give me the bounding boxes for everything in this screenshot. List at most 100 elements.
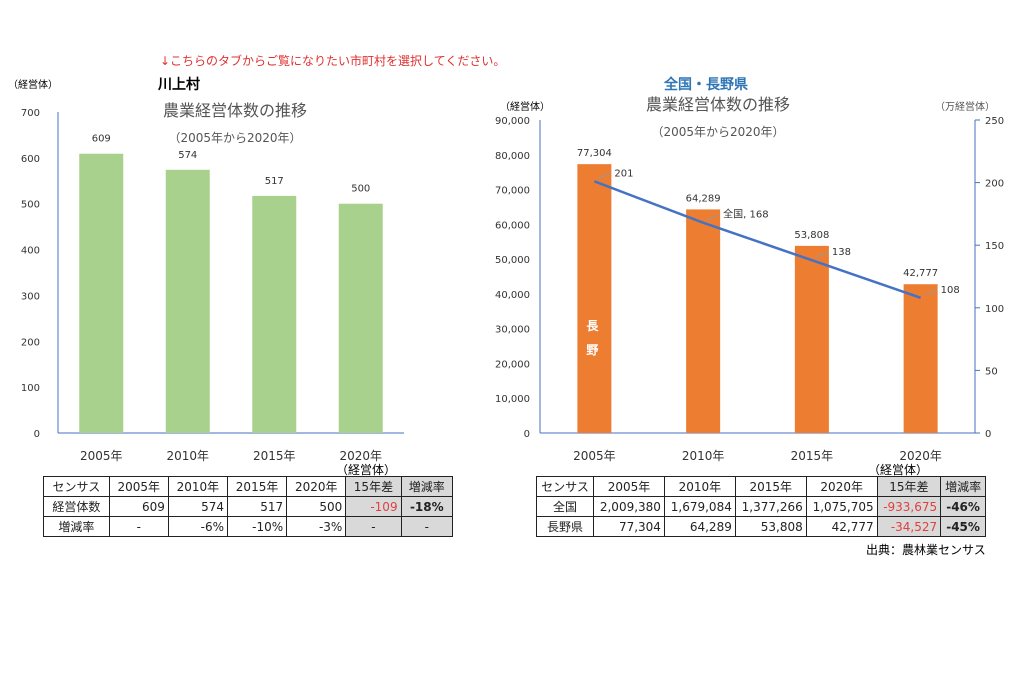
y-tick-label: 400	[21, 246, 40, 257]
y2-tick-label: 250	[985, 116, 1004, 127]
bar-data-label: 77,304	[577, 148, 612, 159]
chart-title: 農業経営体数の推移	[163, 101, 307, 120]
bar	[903, 284, 938, 433]
table-cell: 2020年	[805, 476, 878, 497]
y-tick-label: 100	[21, 383, 40, 394]
data-label: 609	[92, 134, 111, 145]
y-tick-label: 90,000	[495, 116, 530, 127]
leader-line	[598, 172, 611, 179]
right-table: センサス 2005年 2010年 2015年 2020年 15年差 増減率 全国 2,009,3…	[535, 476, 986, 537]
data-label: 574	[178, 150, 197, 161]
data-label: 517	[265, 176, 284, 187]
bar	[686, 209, 721, 433]
table-cell: 15年差	[876, 476, 942, 497]
left-table: センサス 2005年 2010年 2015年 2020年 15年差 増減率 経営体数 609 57…	[43, 476, 454, 537]
left-heading: 川上村	[158, 77, 200, 93]
table-cell: 2010年	[663, 476, 736, 497]
table-row: 長野県 77,304 64,289 53,808 42,777 -34,527 -45%	[535, 516, 986, 537]
table-cell: 574	[167, 496, 229, 517]
chart-subtitle: （2005年から2020年）	[168, 131, 301, 145]
y2-tick-label: 150	[985, 241, 1004, 252]
y2-tick-label: 200	[985, 179, 1004, 190]
y-tick-label: 40,000	[495, 290, 530, 301]
table-cell: -46%	[940, 496, 986, 517]
x-tick-label: 2005年	[573, 449, 616, 463]
table-cell: 1,075,705	[805, 496, 878, 517]
right-unit-left: （経営体）	[500, 102, 550, 113]
table-cell: センサス	[535, 476, 595, 497]
table-cell: 77,304	[593, 516, 665, 537]
series-label: 野	[586, 343, 598, 357]
table-row: 全国 2,009,380 1,679,084 1,377,266 1,075,705 -9…	[535, 496, 986, 517]
table-cell: -	[400, 516, 454, 537]
bar	[79, 153, 124, 434]
bar	[252, 195, 297, 433]
table-cell: 長野県	[535, 516, 595, 537]
right-heading: 全国・長野県	[664, 77, 748, 93]
bar	[577, 164, 612, 433]
table-cell: -	[108, 516, 169, 537]
bar	[794, 245, 829, 433]
table-cell: 609	[108, 496, 169, 517]
table-cell: 1,377,266	[734, 496, 807, 517]
table-row: 増減率 - -6% -10% -3% - -	[43, 516, 454, 537]
source-note: 出典：農林業センサス	[866, 543, 986, 557]
data-label: 500	[351, 184, 370, 195]
table-cell: -34,527	[876, 516, 942, 537]
table-cell: -933,675	[876, 496, 942, 517]
y-tick-label: 50,000	[495, 255, 530, 266]
right-unit-right: （万経営体）	[935, 102, 995, 113]
table-cell: -18%	[400, 496, 454, 517]
table-cell: 15年差	[345, 476, 402, 497]
y-tick-label: 500	[21, 200, 40, 211]
table-cell: 全国	[535, 496, 595, 517]
instruction-note: ↓こちらのタブからご覧になりたい市町村を選択してください。	[160, 54, 506, 68]
bar	[338, 203, 383, 433]
y-tick-label: 300	[21, 291, 40, 302]
x-tick-label: 2020年	[339, 449, 382, 463]
line-data-label: 全国, 168	[723, 208, 768, 221]
x-tick-label: 2010年	[166, 449, 209, 463]
right-table-unit: （経営体）	[868, 463, 929, 477]
table-header: センサス 2005年 2010年 2015年 2020年 15年差 増減率	[43, 476, 454, 497]
line-data-label: 138	[832, 247, 851, 258]
chart-subtitle: （2005年から2020年）	[651, 125, 784, 139]
bar-data-label: 53,808	[794, 230, 829, 241]
bar	[165, 169, 210, 433]
table-cell: 42,777	[805, 516, 878, 537]
table-cell: 64,289	[663, 516, 736, 537]
x-tick-label: 2015年	[791, 449, 834, 463]
table-cell: 500	[286, 496, 347, 517]
table-cell: 増減率	[400, 476, 454, 497]
chart-title: 農業経営体数の推移	[646, 95, 790, 114]
table-cell: 2,009,380	[593, 496, 665, 517]
x-tick-label: 2020年	[899, 449, 942, 463]
line-series	[593, 180, 922, 299]
table-header: センサス 2005年 2010年 2015年 2020年 15年差 増減率	[535, 476, 986, 497]
left-table-unit: （経営体）	[336, 463, 397, 477]
y2-tick-label: 0	[985, 429, 991, 440]
table-cell: -45%	[940, 516, 986, 537]
table-cell: -109	[345, 496, 402, 517]
x-tick-label: 2005年	[80, 449, 123, 463]
y-tick-label: 0	[524, 429, 530, 440]
y-tick-label: 20,000	[495, 359, 530, 370]
y-tick-label: 200	[21, 337, 40, 348]
leader-line	[924, 289, 937, 296]
line-data-label: 108	[941, 285, 960, 296]
table-cell: 2005年	[108, 476, 169, 497]
y-tick-label: 80,000	[495, 151, 530, 162]
table-cell: -3%	[286, 516, 347, 537]
table-cell: 2020年	[286, 476, 347, 497]
y-tick-label: 70,000	[495, 186, 530, 197]
table-cell: 517	[226, 496, 288, 517]
line-data-label: 201	[614, 168, 633, 179]
x-tick-label: 2015年	[253, 449, 296, 463]
bar-data-label: 64,289	[686, 193, 721, 204]
table-cell: 2005年	[593, 476, 665, 497]
table-cell: 増減率	[940, 476, 986, 497]
leader-line	[706, 214, 720, 221]
table-cell: 経営体数	[43, 496, 110, 517]
table-cell: 2015年	[734, 476, 807, 497]
